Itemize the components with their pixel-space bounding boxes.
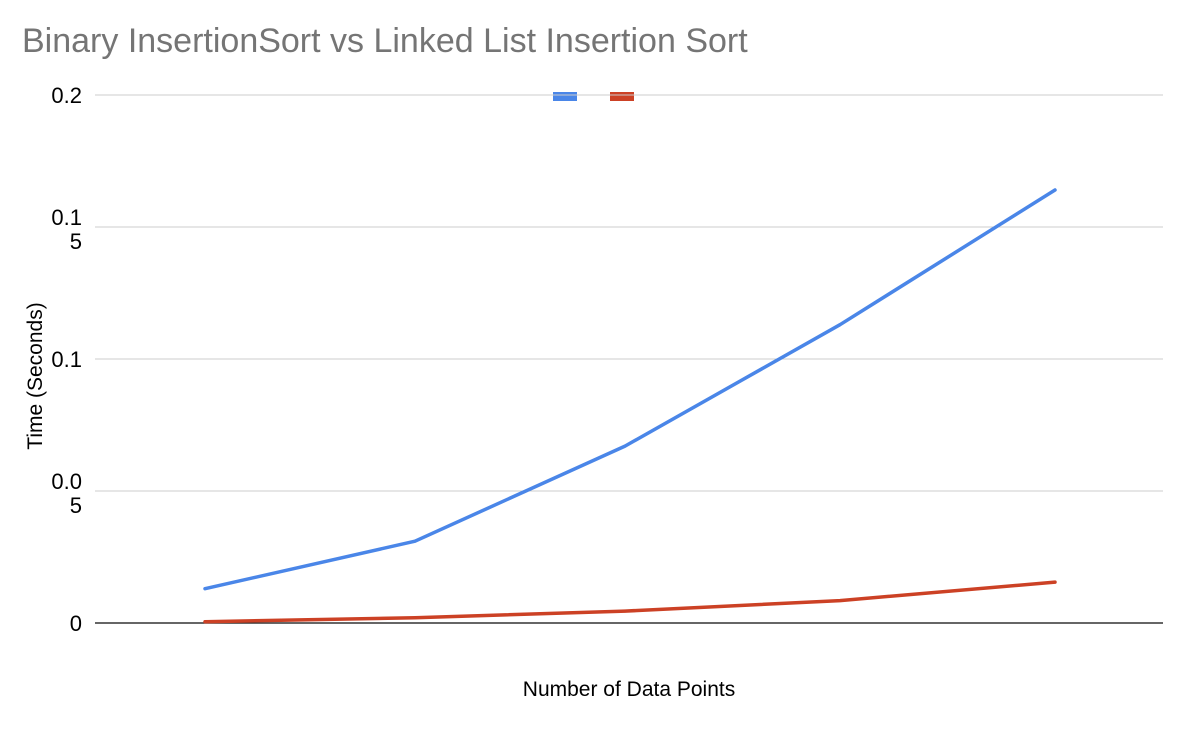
data-point [203,620,207,624]
legend [553,92,634,101]
chart-title: Binary InsertionSort vs Linked List Inse… [22,22,748,60]
y-tick-label: 0.1 [51,347,82,372]
series-line-1 [203,188,1057,591]
data-point [623,444,627,448]
series-layer [203,188,1057,624]
x-axis-label: Number of Data Points [523,678,735,701]
gridlines [95,94,1163,492]
y-tick-label: 5 [70,493,82,518]
series-line-2 [203,580,1057,624]
legend-swatch-2 [610,92,634,101]
y-axis-label: Time (Seconds) [24,302,47,449]
y-tick-label: 0.0 [51,469,82,494]
data-point [203,587,207,591]
y-axis-ticks: 00.050.10.150.2 [51,83,82,636]
data-point [838,599,842,603]
y-tick-label: 0 [70,611,82,636]
data-point [1053,188,1057,192]
data-point [623,609,627,613]
data-point [413,539,417,543]
y-tick-label: 5 [70,229,82,254]
y-tick-label: 0.1 [51,205,82,230]
data-point [413,616,417,620]
data-point [1053,580,1057,584]
legend-swatch-1 [553,92,577,101]
y-tick-label: 0.2 [51,83,82,108]
data-point [838,323,842,327]
